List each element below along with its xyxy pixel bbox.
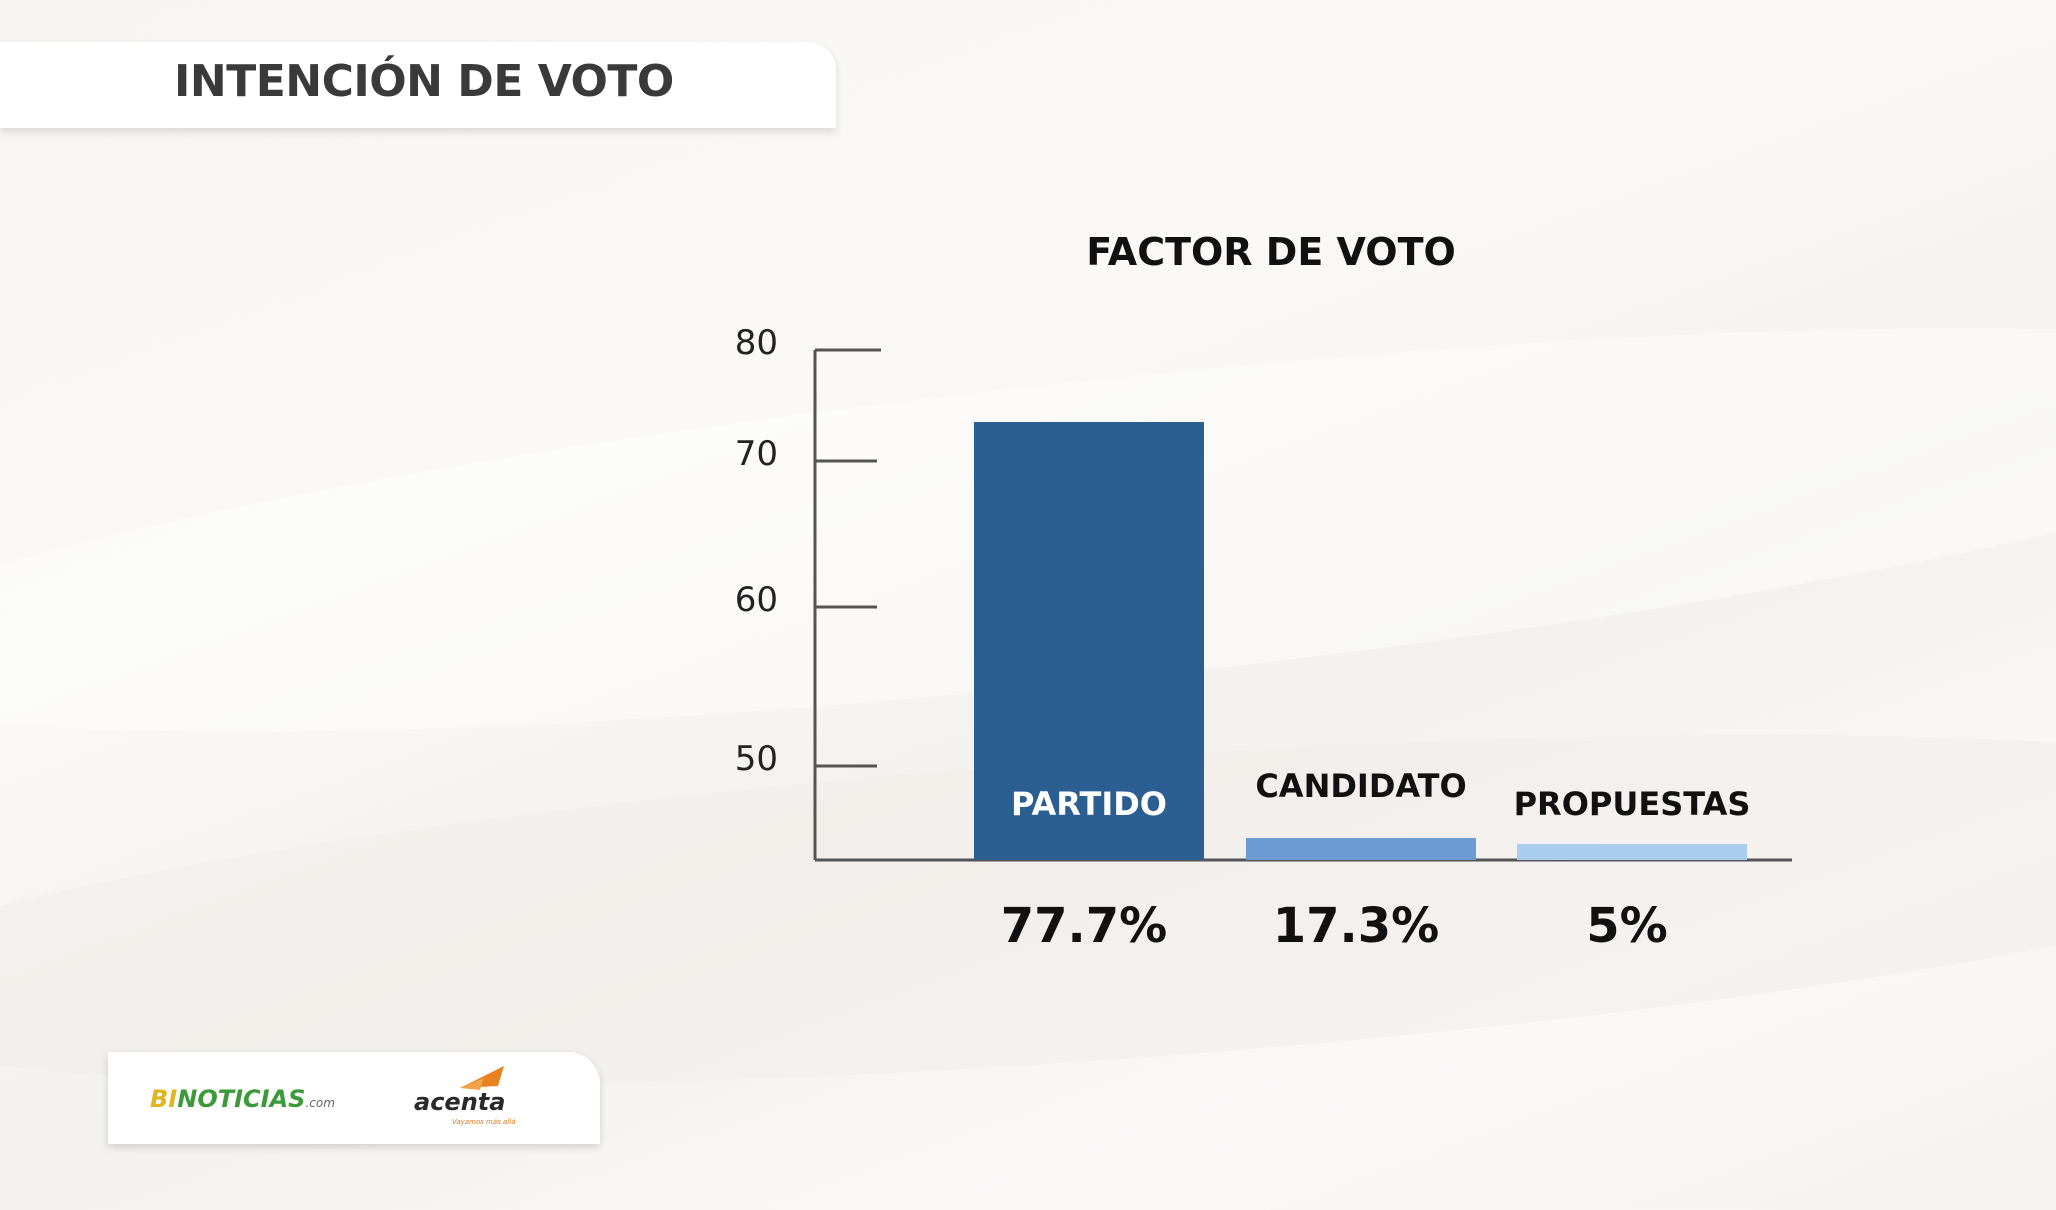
y-tick-label: 70 [735,434,778,474]
y-axis: 80 70 60 50 [735,323,1792,862]
acenta-tagline: Vayamos más allá [452,1118,516,1126]
page-title: INTENCIÓN DE VOTO [174,56,674,107]
binoticias-logo: BINOTICIAS.com [150,1084,335,1118]
acenta-logo: acenta Vayamos más allá [414,1062,524,1132]
sponsor-logo-box [108,1052,600,1144]
bars [974,422,1747,860]
category-label-candidato: CANDIDATO [1255,767,1466,805]
value-label-partido: 77.7% [1001,898,1168,954]
data-labels: PARTIDO 77.7% CANDIDATO 17.3% PROPUESTAS 5% [1001,767,1751,954]
bar-candidato [1246,838,1476,860]
category-label-propuestas: PROPUESTAS [1514,785,1751,823]
bar-partido [974,422,1204,860]
binoticias-logo-com: .com [305,1096,335,1110]
bar-propuestas [1517,844,1747,860]
binoticias-logo-bi: BI [150,1085,178,1113]
acenta-mark-icon [460,1066,504,1090]
acenta-wordmark: acenta [414,1088,506,1116]
y-tick-label: 50 [735,739,778,779]
value-label-candidato: 17.3% [1273,898,1440,954]
y-tick-label: 80 [735,323,778,363]
binoticias-logo-noticias: NOTICIAS [177,1085,306,1113]
chart-title: FACTOR DE VOTO [1086,230,1456,274]
header-banner [0,42,836,128]
category-label-partido: PARTIDO [1011,785,1167,823]
y-tick-label: 60 [735,580,778,620]
value-label-propuestas: 5% [1586,898,1668,954]
